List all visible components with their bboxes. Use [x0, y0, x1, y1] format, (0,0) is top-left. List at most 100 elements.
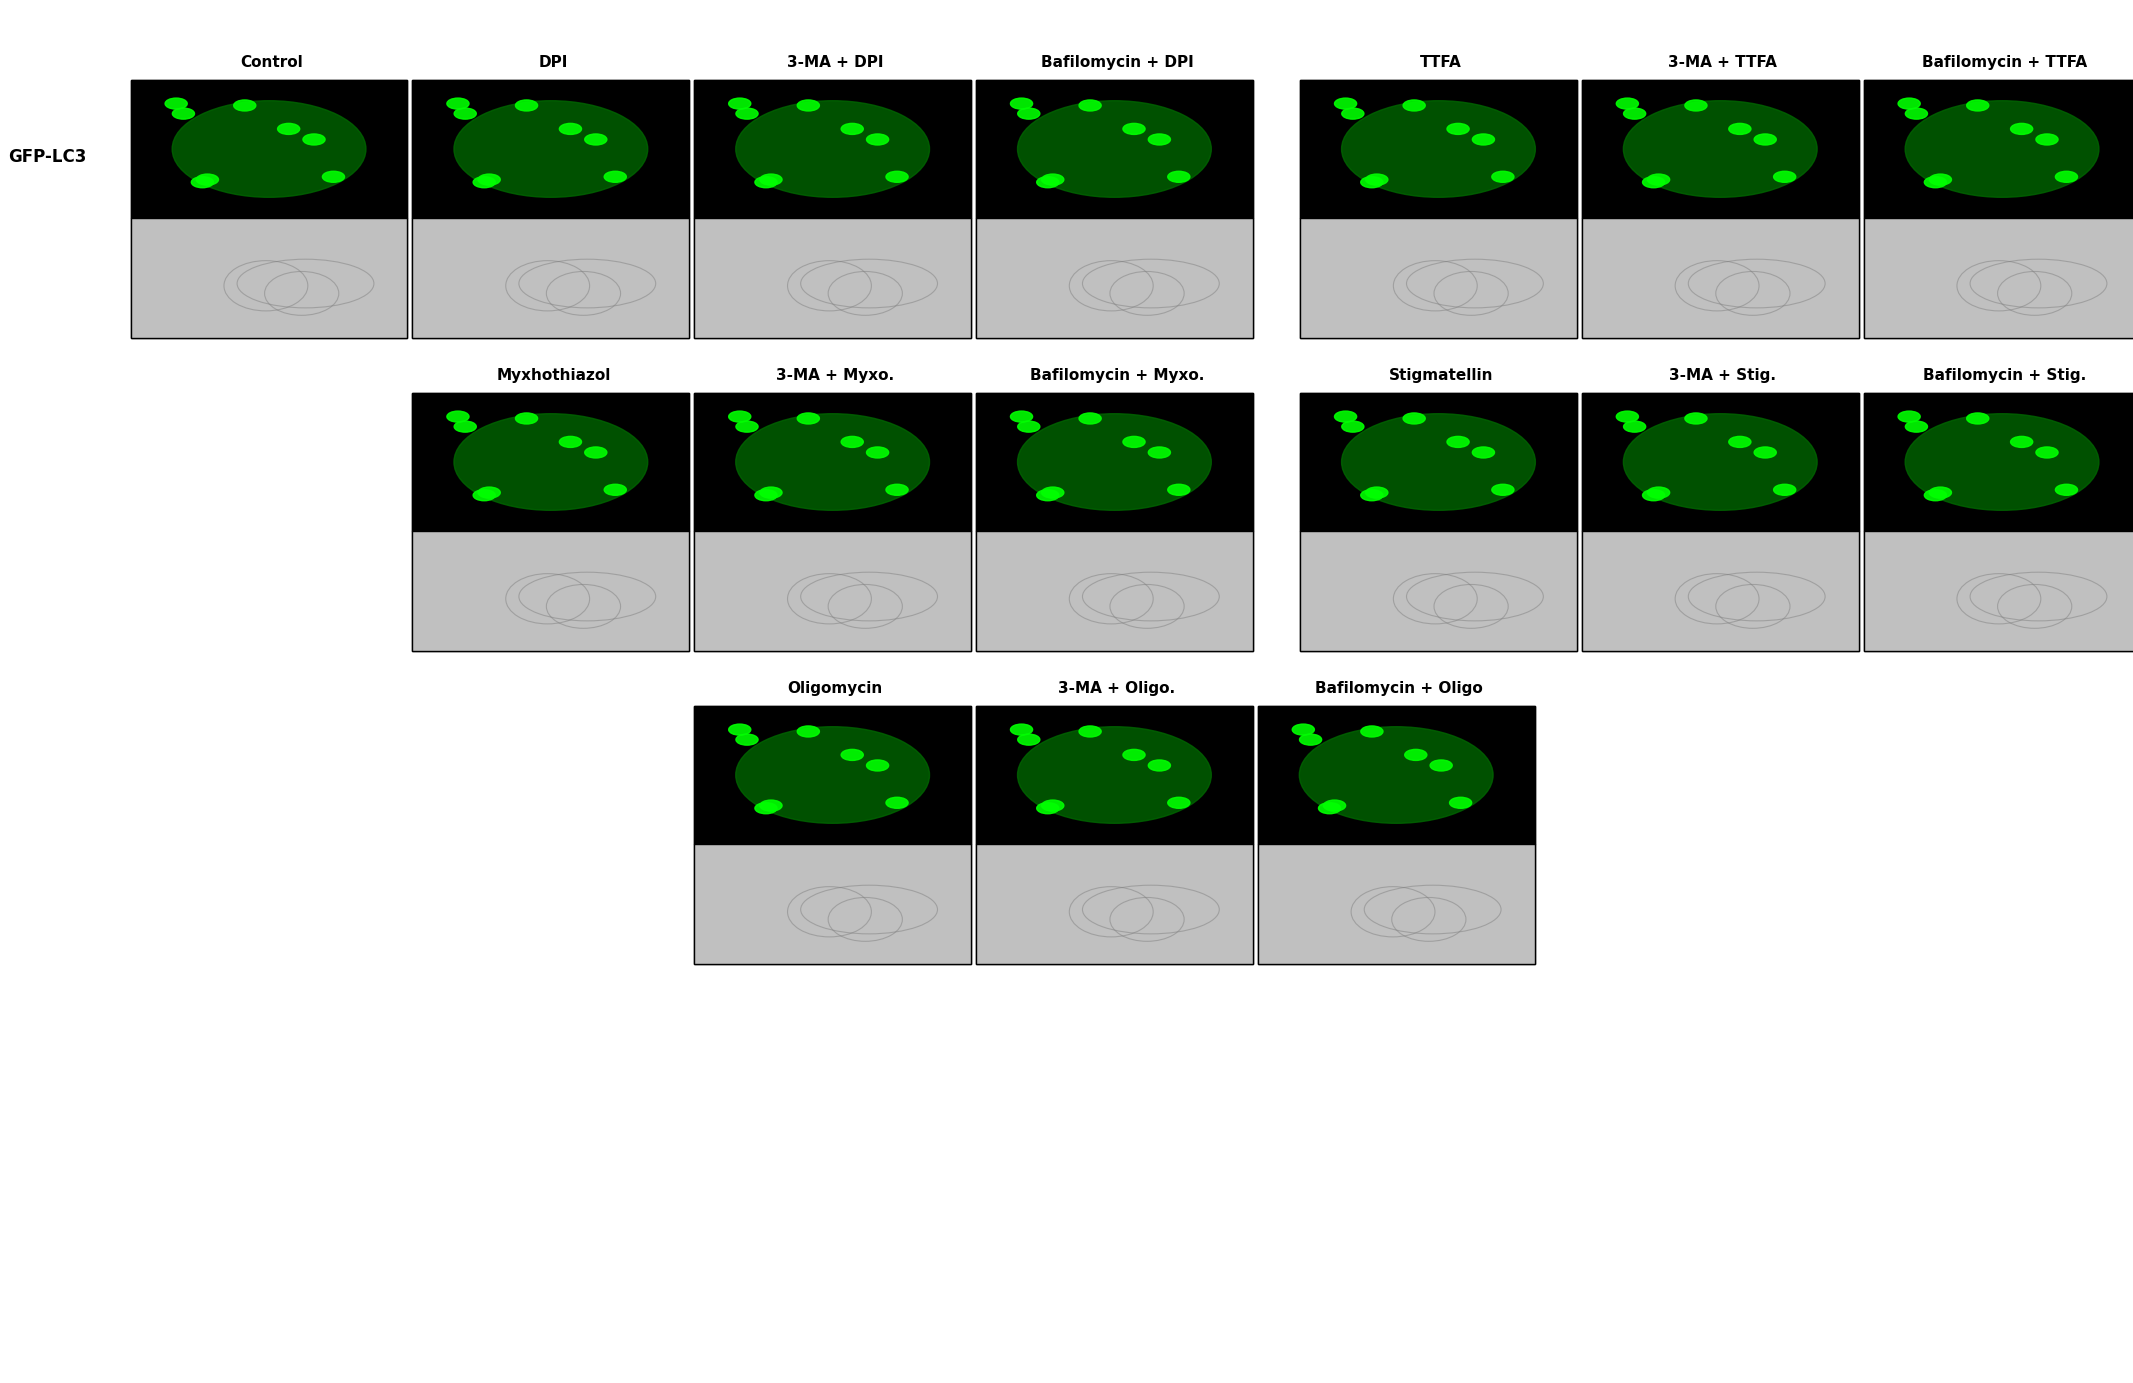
Ellipse shape: [454, 414, 648, 510]
Ellipse shape: [755, 177, 776, 188]
Ellipse shape: [2011, 437, 2033, 448]
Ellipse shape: [322, 171, 346, 183]
Ellipse shape: [759, 487, 783, 498]
FancyBboxPatch shape: [412, 80, 689, 219]
Ellipse shape: [1472, 447, 1495, 458]
Ellipse shape: [1365, 487, 1389, 498]
FancyBboxPatch shape: [130, 219, 407, 337]
Ellipse shape: [1122, 750, 1145, 761]
Ellipse shape: [1617, 411, 1638, 422]
Ellipse shape: [736, 420, 757, 431]
Ellipse shape: [1647, 487, 1670, 498]
Ellipse shape: [729, 411, 751, 422]
Ellipse shape: [1322, 799, 1346, 810]
Text: 3-MA + TTFA: 3-MA + TTFA: [1668, 55, 1777, 71]
FancyBboxPatch shape: [1301, 531, 1576, 651]
Ellipse shape: [516, 414, 538, 425]
Ellipse shape: [755, 490, 776, 501]
Ellipse shape: [173, 108, 194, 119]
Ellipse shape: [478, 174, 501, 185]
Text: 3-MA + Oligo.: 3-MA + Oligo.: [1058, 680, 1175, 696]
Ellipse shape: [798, 414, 819, 425]
FancyBboxPatch shape: [1864, 80, 2133, 219]
Ellipse shape: [1017, 420, 1041, 431]
Ellipse shape: [1898, 411, 1920, 422]
Text: Bafilomycin + Stig.: Bafilomycin + Stig.: [1924, 368, 2086, 383]
Ellipse shape: [604, 171, 627, 183]
Ellipse shape: [885, 797, 909, 808]
FancyBboxPatch shape: [977, 393, 1252, 531]
FancyBboxPatch shape: [1583, 393, 1858, 531]
Ellipse shape: [866, 447, 889, 458]
Text: Bafilomycin + DPI: Bafilomycin + DPI: [1041, 55, 1192, 71]
Ellipse shape: [1167, 797, 1190, 808]
FancyBboxPatch shape: [977, 705, 1252, 844]
Ellipse shape: [1011, 411, 1032, 422]
Ellipse shape: [1342, 414, 1536, 510]
Ellipse shape: [173, 101, 367, 198]
Ellipse shape: [1623, 101, 1817, 198]
Ellipse shape: [1642, 177, 1664, 188]
FancyBboxPatch shape: [412, 219, 689, 337]
Ellipse shape: [840, 123, 864, 134]
Ellipse shape: [1335, 98, 1357, 109]
Ellipse shape: [1623, 414, 1817, 510]
FancyBboxPatch shape: [1258, 844, 1534, 964]
Ellipse shape: [1967, 100, 1988, 111]
Ellipse shape: [866, 759, 889, 770]
FancyBboxPatch shape: [1864, 393, 2133, 531]
Ellipse shape: [1037, 802, 1058, 813]
Text: Bafilomycin + TTFA: Bafilomycin + TTFA: [1922, 55, 2086, 71]
Ellipse shape: [729, 98, 751, 109]
Ellipse shape: [1079, 100, 1101, 111]
FancyBboxPatch shape: [1864, 80, 2133, 219]
FancyBboxPatch shape: [412, 393, 689, 531]
Text: Myxhothiazol: Myxhothiazol: [497, 368, 610, 383]
Ellipse shape: [1011, 98, 1032, 109]
Ellipse shape: [1728, 123, 1751, 134]
Ellipse shape: [1967, 414, 1988, 425]
FancyBboxPatch shape: [693, 219, 971, 337]
FancyBboxPatch shape: [977, 844, 1252, 964]
Ellipse shape: [1775, 171, 1796, 183]
Text: 3-MA + Myxo.: 3-MA + Myxo.: [776, 368, 894, 383]
FancyBboxPatch shape: [130, 80, 407, 219]
Text: 3-MA + Stig.: 3-MA + Stig.: [1670, 368, 1777, 383]
Ellipse shape: [1017, 101, 1212, 198]
Ellipse shape: [1148, 759, 1171, 770]
Ellipse shape: [1122, 123, 1145, 134]
Ellipse shape: [559, 123, 582, 134]
Text: Bafilomycin + Myxo.: Bafilomycin + Myxo.: [1030, 368, 1205, 383]
Ellipse shape: [1011, 725, 1032, 736]
FancyBboxPatch shape: [1258, 844, 1534, 964]
FancyBboxPatch shape: [130, 219, 407, 337]
FancyBboxPatch shape: [1864, 219, 2133, 337]
Ellipse shape: [1450, 797, 1472, 808]
Ellipse shape: [164, 98, 188, 109]
FancyBboxPatch shape: [977, 80, 1252, 219]
FancyBboxPatch shape: [1301, 393, 1576, 531]
Ellipse shape: [235, 100, 256, 111]
Ellipse shape: [1293, 725, 1314, 736]
Ellipse shape: [866, 134, 889, 145]
FancyBboxPatch shape: [977, 393, 1252, 531]
Ellipse shape: [1924, 490, 1947, 501]
FancyBboxPatch shape: [1583, 80, 1858, 219]
Ellipse shape: [1041, 799, 1064, 810]
FancyBboxPatch shape: [693, 80, 971, 219]
FancyBboxPatch shape: [412, 219, 689, 337]
Ellipse shape: [1079, 726, 1101, 737]
FancyBboxPatch shape: [130, 80, 407, 219]
Ellipse shape: [1685, 100, 1706, 111]
Ellipse shape: [516, 100, 538, 111]
FancyBboxPatch shape: [977, 80, 1252, 219]
Ellipse shape: [1753, 134, 1777, 145]
Ellipse shape: [454, 101, 648, 198]
FancyBboxPatch shape: [412, 80, 689, 219]
Ellipse shape: [1361, 490, 1382, 501]
Ellipse shape: [885, 171, 909, 183]
FancyBboxPatch shape: [977, 844, 1252, 964]
Ellipse shape: [1017, 414, 1212, 510]
FancyBboxPatch shape: [1864, 219, 2133, 337]
Ellipse shape: [584, 134, 608, 145]
